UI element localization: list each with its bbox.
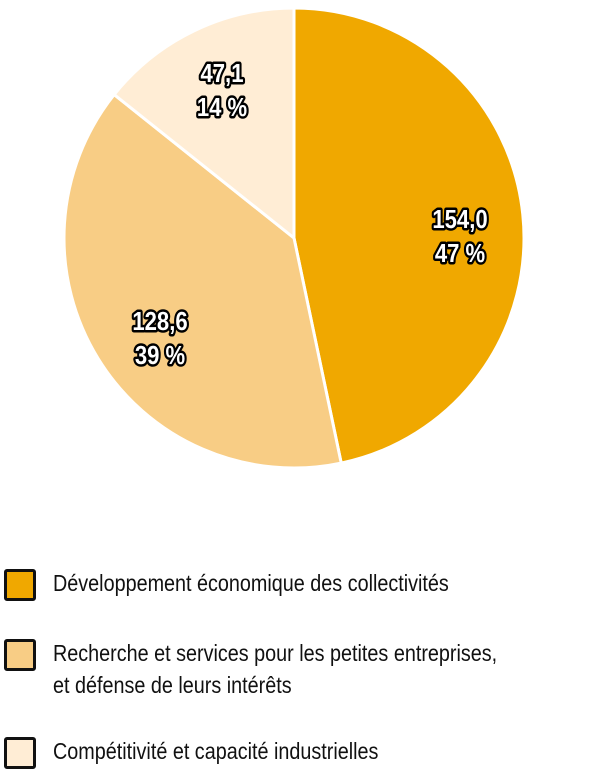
legend-item-competitivite: Compétitivité et capacité industrielles (4, 737, 431, 769)
legend-label: Développement économique des collectivit… (53, 570, 449, 596)
legend-label: Recherche et services pour les petites e… (53, 637, 497, 701)
value-label: 47,1 (201, 59, 244, 88)
legend-label-line: Recherche et services pour les petites e… (53, 640, 498, 666)
percent-label: 47 % (435, 239, 485, 268)
legend-swatch (4, 639, 36, 671)
value-label: 154,0 (432, 205, 487, 234)
percent-label: 39 % (135, 341, 185, 370)
legend-item-recherche: Recherche et services pour les petites e… (4, 639, 569, 701)
pie-chart: 154,0 47 % 128,6 39 % 47,1 14 % (62, 6, 526, 470)
legend-swatch (4, 737, 36, 769)
pie-slice (112, 6, 296, 242)
legend-item-developpement: Développement économique des collectivit… (4, 569, 513, 601)
legend-swatch (4, 569, 36, 601)
pie-slice (62, 92, 343, 470)
percent-label: 14 % (197, 93, 247, 122)
legend-label: Compétitivité et capacité industrielles (53, 738, 379, 764)
legend-label-line: et défense de leurs intérêts (53, 672, 292, 698)
value-label: 128,6 (132, 307, 187, 336)
pie-slice (292, 6, 526, 465)
